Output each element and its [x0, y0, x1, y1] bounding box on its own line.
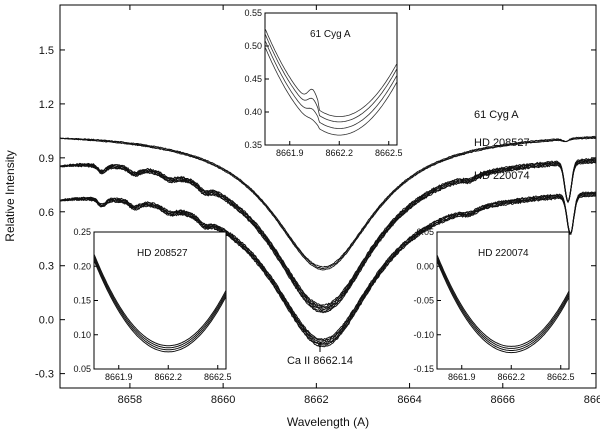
- y-tick-label-1: 0.0: [39, 315, 54, 327]
- main-panel: 8658 8660 8662 8664 8666 8668 -0.3 0.0 0.3 0.6 0.9…: [3, 4, 600, 429]
- x-axis-label: Wavelength (A): [287, 415, 369, 429]
- x-tick-label-8666: 8666: [491, 394, 515, 406]
- inset-left-panel: 8661.9 8662.2 8662.5 0.05 0.10 0.15 0.20 0.25 H…: [73, 227, 231, 382]
- inset-left-curve-2: [94, 256, 226, 351]
- y-tick-label-0: -0.3: [35, 369, 54, 381]
- inset-left-y-tick-label-1: 0.10: [73, 330, 91, 340]
- inset-left-y-tick-label-2: 0.15: [73, 296, 91, 306]
- inset-left-y-tick-label-3: 0.20: [73, 261, 91, 271]
- ca-ii-annotation: Ca II 8662.14: [287, 355, 353, 367]
- inset-left-ticks: 8661.9 8662.2 8662.5 0.05 0.10 0.15 0.20 0.25: [73, 227, 231, 382]
- inset-top-y-tick-label-3: 0.50: [244, 41, 262, 51]
- inset-top-curve-4: [265, 27, 397, 117]
- series-line-3-4: [59, 192, 597, 344]
- inset-left-y-tick-label-0: 0.05: [73, 364, 91, 374]
- inset-right-y-tick-label-3: 0.00: [416, 261, 434, 271]
- series-label-61-cyg-a: 61 Cyg A: [474, 109, 519, 121]
- inset-right-curve-2: [437, 257, 569, 351]
- series-label-hd-208527: HD 208527: [474, 137, 530, 149]
- main-series-labels: 61 Cyg A HD 208527 HD 220074: [474, 109, 530, 182]
- series-line-2-6: [59, 157, 597, 307]
- inset-top-title: 61 Cyg A: [310, 29, 351, 40]
- inset-left-title: HD 208527: [137, 248, 188, 259]
- x-tick-label-8660: 8660: [211, 394, 235, 406]
- series-line-1-1: [60, 137, 597, 271]
- inset-top-y-tick-label-1: 0.40: [244, 107, 262, 117]
- inset-top-frame: [264, 12, 398, 146]
- inset-right-x-tick-label-1: 8662.2: [497, 372, 525, 382]
- inset-right-x-tick-label-2: 8662.5: [547, 372, 575, 382]
- inset-right-y-tick-label-0: -0.15: [413, 364, 434, 374]
- inset-top-y-tick-label-0: 0.35: [244, 140, 262, 150]
- series-line-1-3: [59, 135, 597, 268]
- inset-top-panel: 8661.9 8662.2 8662.5 0.35 0.40 0.45 0.50 0.55 6…: [244, 8, 402, 158]
- inset-right-x-tick-label-0: 8661.9: [448, 372, 476, 382]
- y-tick-label-5: 1.2: [39, 99, 54, 111]
- inset-left-y-tick-label-4: 0.25: [73, 227, 91, 237]
- inset-left-curve-1: [94, 258, 226, 353]
- inset-left-x-tick-label-1: 8662.2: [154, 372, 182, 382]
- inset-right-title: HD 220074: [478, 248, 529, 259]
- main-series: [59, 135, 597, 348]
- y-tick-label-3: 0.6: [39, 207, 54, 219]
- inset-left-curves: [94, 252, 226, 353]
- inset-top-ticks: 8661.9 8662.2 8662.5 0.35 0.40 0.45 0.50 0.55: [244, 8, 402, 158]
- inset-right-y-tick-label-4: 0.05: [416, 227, 434, 237]
- y-tick-label-6: 1.5: [39, 45, 54, 57]
- x-tick-label-8662: 8662: [304, 394, 328, 406]
- inset-right-curves: [437, 253, 569, 354]
- inset-top-x-tick-label-2: 8662.5: [375, 148, 403, 158]
- series-line-2-2: [59, 161, 597, 312]
- inset-right-curve-1: [437, 259, 569, 354]
- y-tick-label-4: 0.9: [39, 153, 54, 165]
- series-line-3-6: [59, 191, 597, 341]
- inset-top-y-tick-label-2: 0.45: [244, 74, 262, 84]
- inset-top-curve-2: [265, 39, 397, 129]
- inset-right-panel: 8661.9 8662.2 8662.5 -0.15 -0.10 -0.05 0.00 0.0…: [413, 227, 574, 382]
- inset-right-curve-3: [437, 255, 569, 349]
- series-line-1-2: [59, 136, 597, 269]
- y-tick-label-2: 0.3: [39, 261, 54, 273]
- inset-top-curve-3: [265, 32, 397, 123]
- inset-left-curve-3: [94, 254, 226, 349]
- inset-right-ticks: 8661.9 8662.2 8662.5 -0.15 -0.10 -0.05 0.00 0.0…: [413, 227, 574, 382]
- inset-top-x-tick-label-0: 8661.9: [276, 148, 304, 158]
- inset-right-y-tick-label-2: -0.05: [413, 296, 434, 306]
- inset-left-curve-4: [94, 252, 226, 347]
- inset-top-y-tick-label-4: 0.55: [244, 8, 262, 18]
- y-axis-label: Relative Intensity: [3, 150, 17, 241]
- inset-top-curves: [265, 27, 397, 136]
- main-ticks: 8658 8660 8662 8664 8666 8668 -0.3 0.0 0.3 0.6 0.9…: [35, 5, 600, 406]
- inset-right-y-tick-label-1: -0.10: [413, 330, 434, 340]
- x-tick-label-8664: 8664: [397, 394, 421, 406]
- x-tick-label-8658: 8658: [118, 394, 142, 406]
- inset-left-x-tick-label-0: 8661.9: [105, 372, 133, 382]
- x-tick-label-8668: 8668: [584, 394, 600, 406]
- inset-right-curve-4: [437, 253, 569, 347]
- inset-top-x-tick-label-1: 8662.2: [325, 148, 353, 158]
- series-label-hd-220074: HD 220074: [474, 170, 530, 182]
- inset-top-curve-1: [265, 45, 397, 136]
- inset-left-x-tick-label-2: 8662.5: [204, 372, 232, 382]
